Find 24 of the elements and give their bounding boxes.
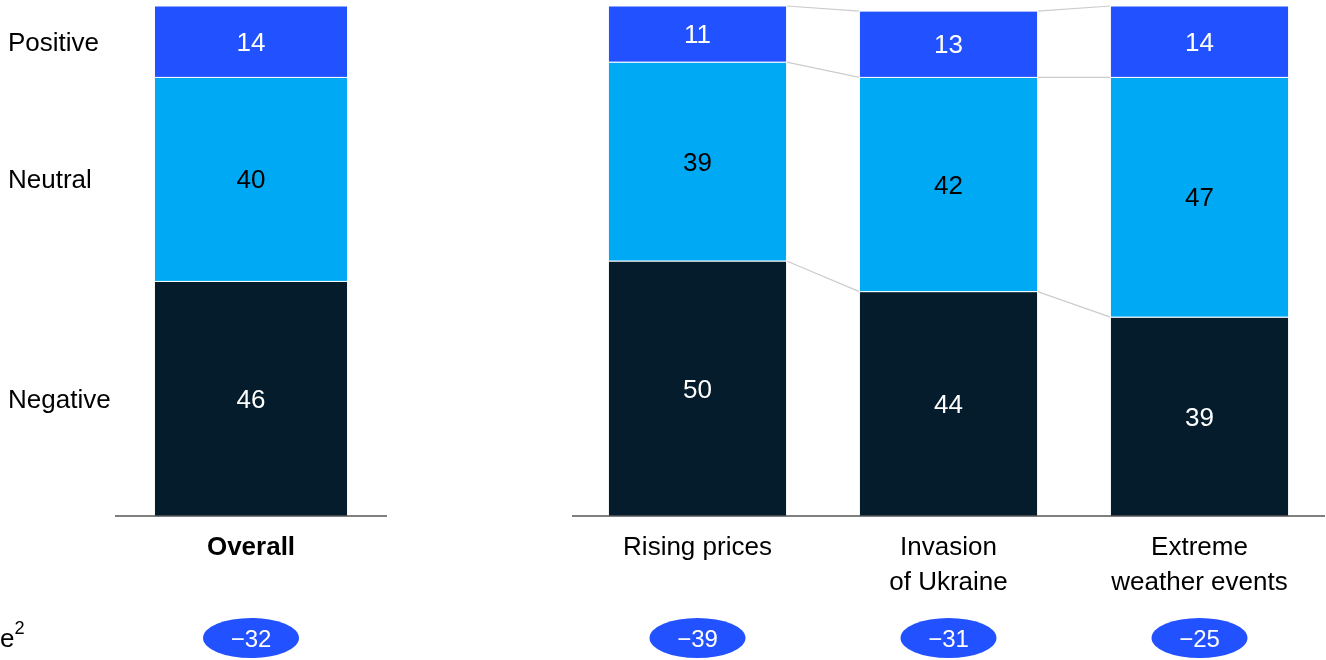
series-label: Negative	[8, 383, 111, 414]
text: −32	[230, 624, 272, 652]
data-label: 40	[236, 164, 266, 195]
data-label: 14	[1185, 26, 1214, 57]
data-label: 46	[236, 383, 266, 414]
data-label: 42	[934, 169, 963, 200]
data-label: 11	[684, 19, 711, 50]
text: Neutral	[8, 164, 92, 195]
data-label: 47	[1185, 182, 1214, 213]
data-label: 50	[683, 373, 712, 404]
text: Positive	[8, 26, 100, 57]
data-label: 39	[683, 146, 712, 177]
text: −31	[928, 624, 969, 652]
text: −25	[1179, 624, 1220, 652]
data-label: 13	[934, 29, 963, 60]
x-tick-label: Overall	[206, 531, 296, 562]
data-label: 44	[934, 388, 963, 419]
x-tick-label: Extreme weather events	[1110, 531, 1288, 597]
data-label: 14	[236, 26, 266, 57]
x-tick-label: Invasion of Ukraine	[889, 531, 1008, 597]
text: e$^{2}$	[0, 618, 25, 653]
text: −39	[677, 624, 718, 652]
data-label: 39	[1185, 401, 1214, 432]
x-tick-label: Rising prices	[623, 531, 772, 562]
